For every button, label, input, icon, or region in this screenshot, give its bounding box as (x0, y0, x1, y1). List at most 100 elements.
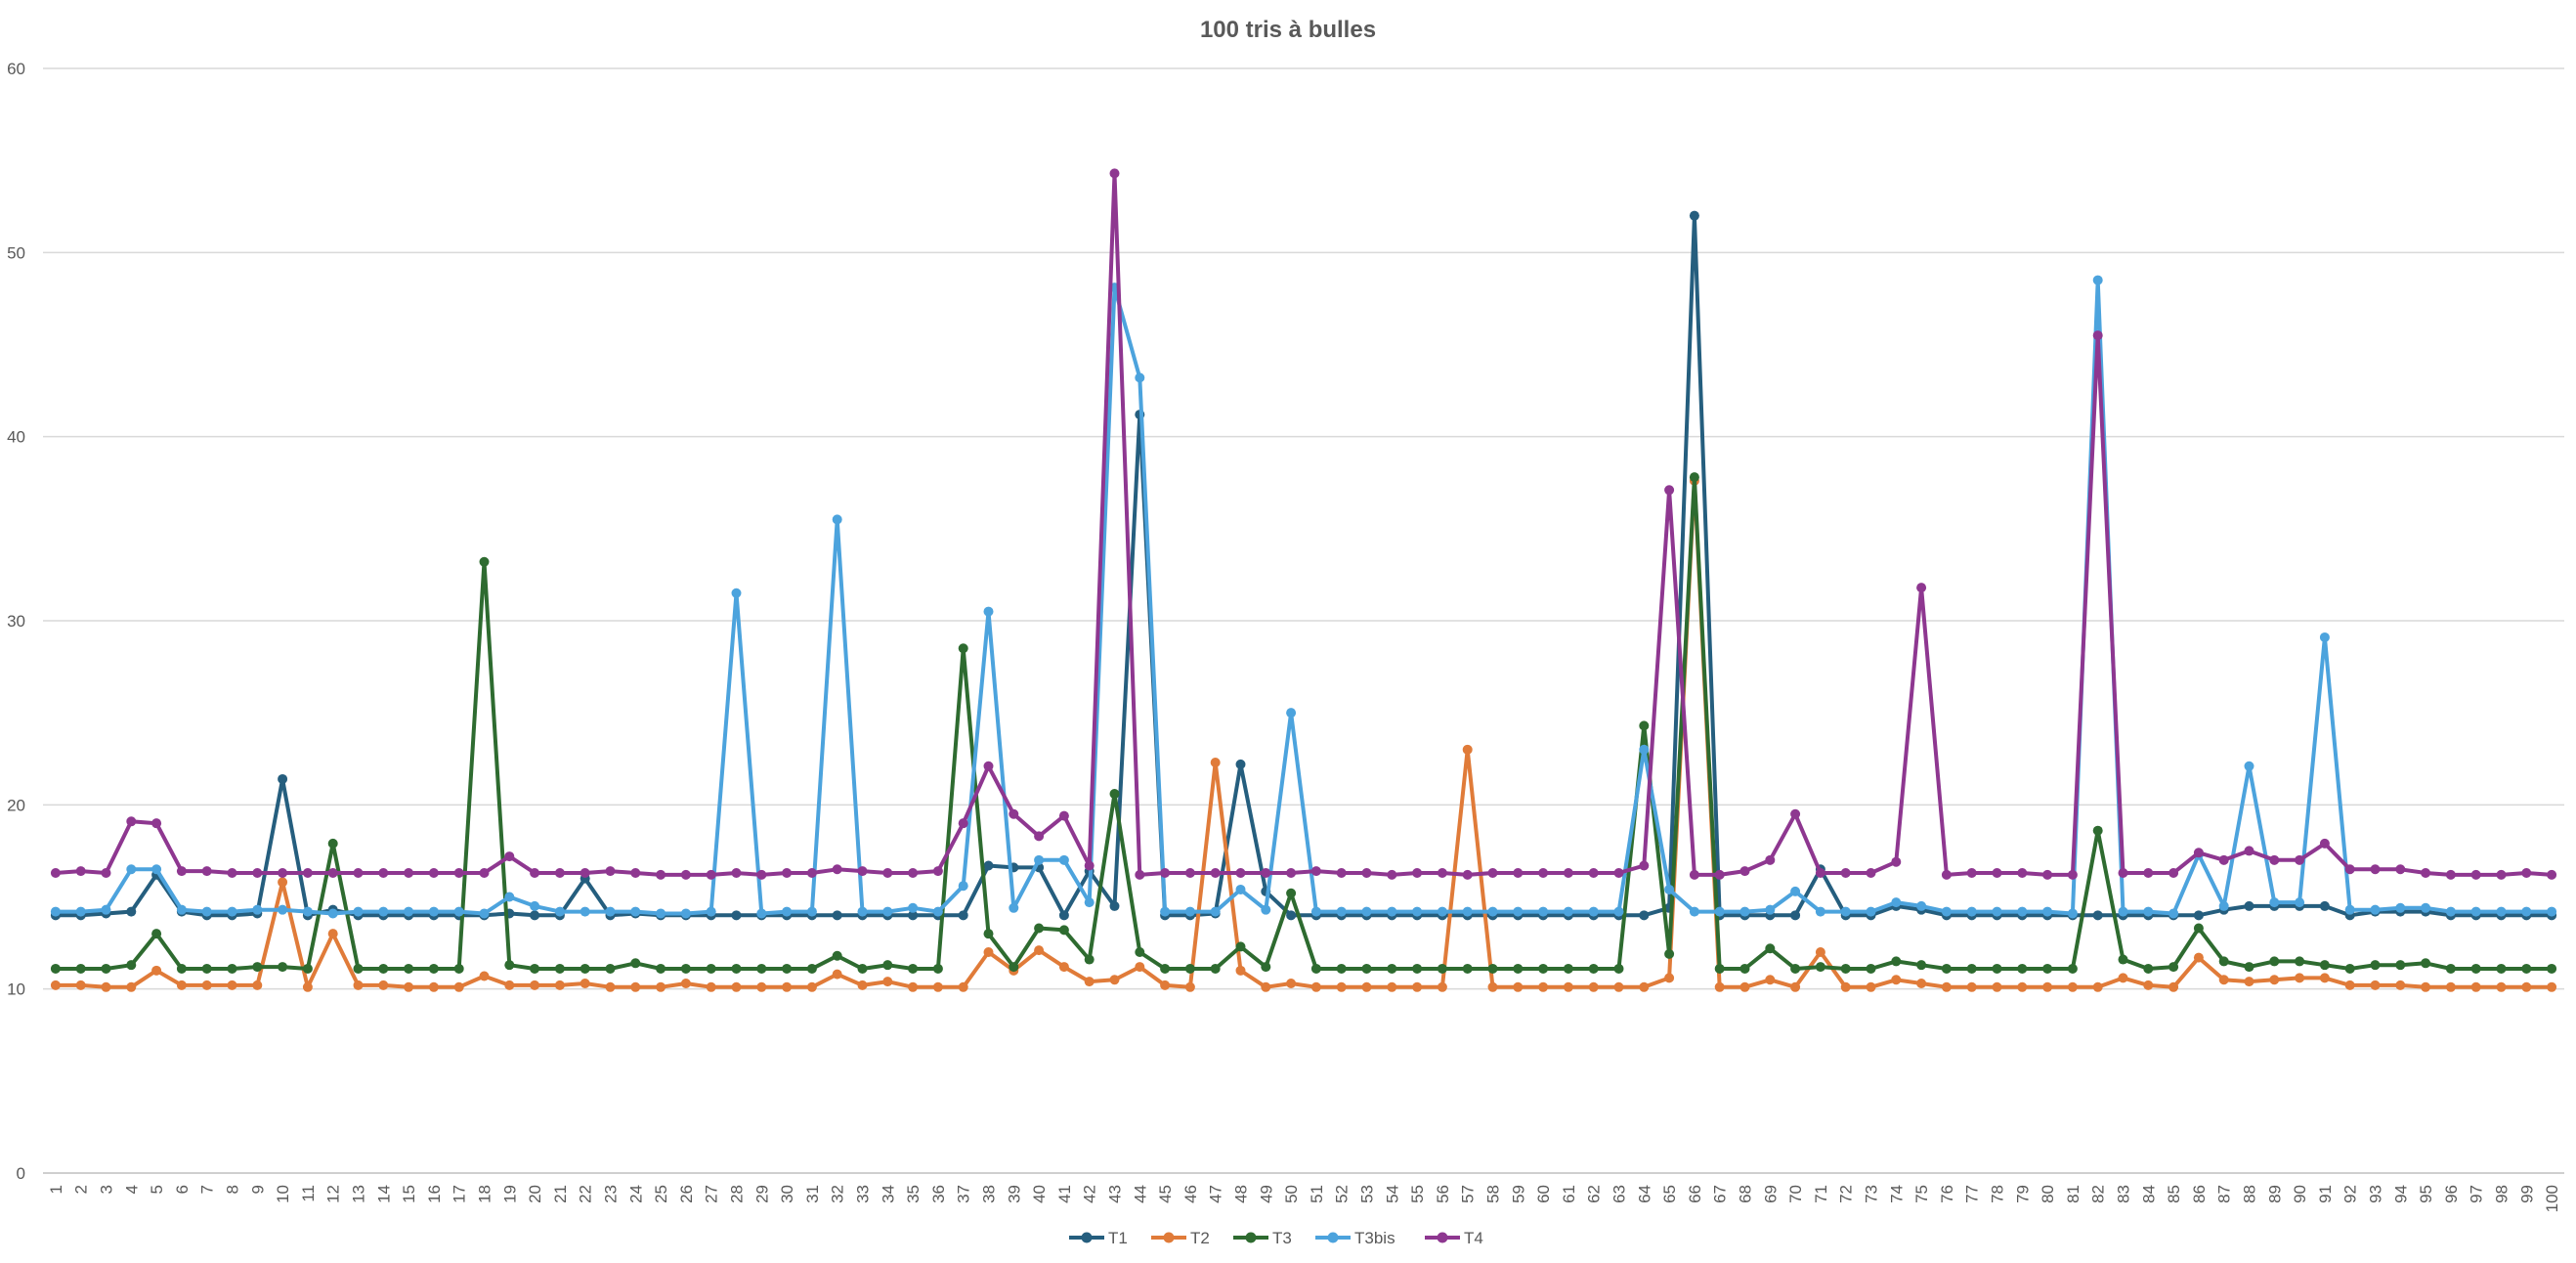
data-point (1084, 977, 1095, 987)
data-point (1412, 963, 1423, 974)
data-point (1739, 963, 1750, 974)
legend-item-t3bis[interactable]: T3bis (1315, 1229, 1395, 1247)
data-point (2421, 981, 2431, 992)
y-tick-label: 50 (7, 243, 25, 262)
data-point (126, 864, 137, 875)
data-point (1588, 906, 1599, 917)
data-point (756, 869, 767, 880)
data-point (554, 906, 565, 917)
data-point (554, 980, 565, 990)
data-point (1286, 888, 1297, 898)
data-point (2319, 838, 2330, 849)
legend-item-t1[interactable]: T1 (1069, 1229, 1128, 1247)
data-point (1866, 868, 1876, 879)
x-tick-label: 76 (1938, 1185, 1956, 1203)
x-tick-label: 59 (1509, 1185, 1527, 1203)
data-point (2118, 868, 2128, 879)
data-point (1815, 868, 1825, 879)
data-point (2445, 869, 2456, 880)
data-point (680, 963, 691, 974)
x-tick-label: 67 (1711, 1185, 1730, 1203)
data-point (327, 838, 338, 849)
data-point (1412, 906, 1423, 917)
data-point (428, 906, 439, 917)
data-point (201, 906, 212, 917)
data-point (1664, 884, 1675, 894)
data-point (1866, 981, 1876, 992)
data-point (1462, 744, 1473, 755)
data-point (832, 514, 842, 525)
legend-label: T1 (1108, 1229, 1128, 1247)
data-point (1689, 472, 1699, 483)
x-tick-label: 78 (1989, 1185, 2007, 1203)
data-point (2395, 980, 2406, 990)
data-point (1941, 869, 1952, 880)
data-point (479, 556, 490, 567)
data-point (2395, 902, 2406, 913)
data-point (2218, 900, 2229, 911)
series-line-t1 (53, 213, 2555, 918)
legend-label: T2 (1190, 1229, 1210, 1247)
series-line-t3bis (53, 278, 2555, 916)
data-point (1639, 910, 1650, 921)
data-point (1739, 981, 1750, 992)
data-point (1613, 963, 1624, 974)
data-point (1639, 860, 1650, 871)
data-point (353, 906, 364, 917)
data-point (958, 910, 968, 921)
data-point (278, 877, 288, 888)
y-tick-label: 0 (17, 1164, 25, 1183)
data-point (1790, 910, 1801, 921)
data-point (1261, 981, 1271, 992)
legend[interactable]: T1 T2 T3 T3bis T4 (1069, 1229, 1483, 1247)
data-point (1513, 981, 1524, 992)
data-point (1210, 758, 1221, 768)
data-point (2244, 962, 2254, 973)
data-point (50, 906, 61, 917)
legend-item-t2[interactable]: T2 (1151, 1229, 1210, 1247)
data-point (1966, 906, 1977, 917)
data-point (530, 980, 540, 990)
data-point (404, 868, 414, 879)
y-axis-ticks: 0 10 20 30 40 50 60 (7, 60, 25, 1183)
data-point (2445, 963, 2456, 974)
data-point (2445, 906, 2456, 917)
data-point (50, 868, 61, 879)
x-tick-label: 92 (2341, 1185, 2360, 1203)
data-point (656, 981, 666, 992)
data-point (1034, 831, 1045, 842)
legend-label: T3 (1272, 1229, 1292, 1247)
data-point (2521, 963, 2532, 974)
legend-item-t3[interactable]: T3 (1233, 1229, 1292, 1247)
data-point (1310, 963, 1321, 974)
data-point (101, 868, 111, 879)
x-tick-label: 72 (1837, 1185, 1856, 1203)
data-point (1815, 962, 1825, 973)
x-tick-label: 53 (1358, 1185, 1377, 1203)
data-point (1084, 860, 1095, 871)
data-point (731, 588, 742, 598)
x-tick-label: 45 (1156, 1185, 1175, 1203)
data-point (2470, 963, 2481, 974)
x-tick-label: 94 (2391, 1185, 2410, 1203)
data-point (1765, 904, 1776, 915)
data-point (832, 864, 842, 875)
series-line-t4 (53, 171, 2555, 877)
x-tick-label: 4 (122, 1185, 141, 1194)
data-point (2244, 846, 2254, 856)
legend-item-t4[interactable]: T4 (1425, 1229, 1483, 1247)
data-point (530, 910, 540, 921)
x-tick-label: 54 (1383, 1185, 1401, 1203)
data-point (1588, 868, 1599, 879)
data-point (2118, 906, 2128, 917)
data-point (1866, 963, 1876, 974)
data-point (756, 908, 767, 919)
data-point (1613, 981, 1624, 992)
data-point (2244, 900, 2254, 911)
data-point (2269, 975, 2280, 985)
data-point (2092, 330, 2103, 341)
data-point (605, 981, 616, 992)
data-point (1840, 963, 1851, 974)
data-point (453, 868, 464, 879)
x-tick-label: 91 (2316, 1185, 2335, 1203)
